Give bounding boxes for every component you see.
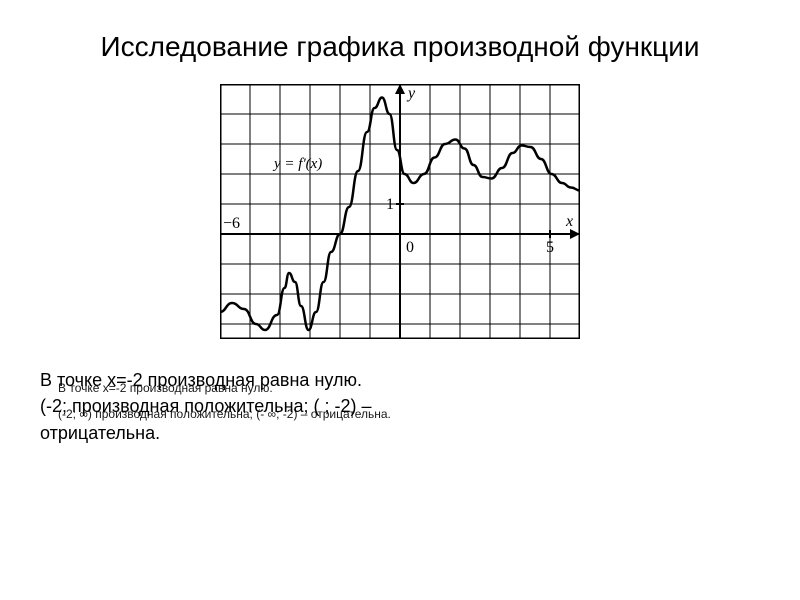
svg-text:1: 1 bbox=[386, 196, 394, 213]
svg-text:y = f'(x): y = f'(x) bbox=[272, 156, 322, 172]
note-text-2: (-2; производная положительна; ( ; -2) – bbox=[40, 396, 372, 416]
note-line-1: В точке x=-2 производная равна нулю. В т… bbox=[40, 369, 760, 392]
svg-text:x: x bbox=[565, 213, 573, 230]
note-line-2: (-2; производная положительна; ( ; -2) –… bbox=[40, 395, 760, 418]
notes-block: В точке x=-2 производная равна нулю. В т… bbox=[40, 369, 760, 445]
note-line-3: отрицательна. bbox=[40, 422, 760, 445]
svg-text:5: 5 bbox=[546, 239, 554, 256]
svg-text:0: 0 bbox=[406, 239, 414, 256]
derivative-chart: −6 0 5 1 x y y = f'(x) bbox=[220, 84, 580, 339]
note-text-1: В точке x=-2 производная равна нулю. bbox=[40, 370, 362, 390]
svg-text:y: y bbox=[406, 85, 416, 102]
chart-container: −6 0 5 1 x y y = f'(x) bbox=[40, 84, 760, 339]
svg-text:−6: −6 bbox=[223, 215, 240, 232]
page-title: Исследование графика производной функции bbox=[40, 30, 760, 64]
